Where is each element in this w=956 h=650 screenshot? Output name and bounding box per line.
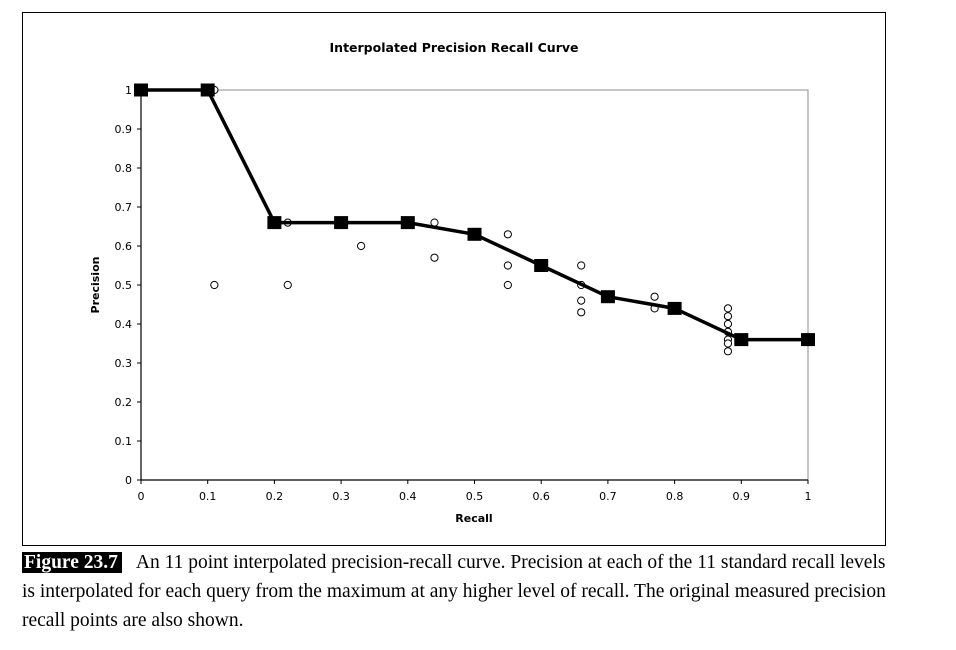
x-axis-title: Recall bbox=[455, 512, 492, 525]
figure-caption: Figure 23.7 An 11 point interpolated prec… bbox=[22, 548, 902, 635]
precision-recall-chart: Interpolated Precision Recall Curve 0 0.1… bbox=[89, 40, 815, 525]
y-tick-label: 0.2 bbox=[115, 396, 133, 409]
measured-point bbox=[577, 261, 586, 270]
interpolated-point bbox=[400, 216, 415, 230]
x-tick-label: 0 bbox=[138, 490, 145, 503]
figure-label: Figure 23.7 bbox=[22, 552, 122, 573]
measured-point bbox=[723, 312, 733, 321]
interpolated-point bbox=[467, 227, 482, 241]
chart-frame: Interpolated Precision Recall Curve 0 0.1… bbox=[22, 12, 886, 546]
interpolated-point bbox=[667, 301, 682, 315]
measured-point bbox=[283, 280, 292, 290]
y-tick-label: 0 bbox=[125, 474, 132, 487]
measured-point bbox=[723, 304, 733, 313]
measured-point bbox=[503, 261, 512, 270]
measured-point bbox=[210, 280, 219, 290]
measured-point bbox=[723, 319, 733, 329]
measured-point bbox=[650, 292, 659, 301]
x-tick-label: 1 bbox=[805, 490, 812, 503]
y-tick-label: 0.9 bbox=[115, 123, 133, 136]
y-axis-title: Precision bbox=[89, 257, 102, 314]
y-tick-label: 1 bbox=[125, 84, 132, 97]
measured-point bbox=[577, 308, 586, 317]
y-tick-label: 0.5 bbox=[115, 279, 133, 292]
y-tick-label: 0.7 bbox=[115, 201, 133, 214]
x-tick-label: 0.6 bbox=[532, 490, 550, 503]
interpolated-series bbox=[134, 83, 815, 347]
measured-point bbox=[357, 241, 366, 251]
interpolated-line bbox=[141, 88, 808, 342]
x-tick-label: 0.7 bbox=[599, 490, 617, 503]
y-tick-label: 0.3 bbox=[115, 357, 133, 370]
x-tick-label: 0.8 bbox=[666, 490, 684, 503]
interpolated-point bbox=[200, 83, 215, 97]
x-tick-label: 0.9 bbox=[733, 490, 751, 503]
measured-point bbox=[723, 347, 733, 356]
measured-point bbox=[503, 230, 512, 239]
measured-point bbox=[577, 296, 586, 305]
y-tick-label: 0.1 bbox=[115, 435, 133, 448]
measured-points bbox=[210, 85, 733, 356]
y-tick-label: 0.6 bbox=[115, 240, 133, 253]
measured-point bbox=[723, 339, 733, 348]
measured-point bbox=[430, 253, 439, 262]
x-tick-label: 0.5 bbox=[466, 490, 484, 503]
interpolated-point bbox=[267, 216, 282, 230]
interpolated-point bbox=[600, 290, 615, 304]
interpolated-point bbox=[334, 216, 349, 230]
axes: 0 0.1 0.2 0.3 0.4 0.5 0.6 0.7 0.8 0.9 1 0 0.1 0.2 0.3 0… bbox=[115, 84, 812, 503]
caption-text: An 11 point interpolated precision-recal… bbox=[22, 552, 886, 631]
y-tick-label: 0.8 bbox=[115, 162, 133, 175]
interpolated-point bbox=[801, 333, 815, 347]
chart-title: Interpolated Precision Recall Curve bbox=[330, 40, 579, 55]
x-tick-label: 0.4 bbox=[399, 490, 417, 503]
plot-area bbox=[140, 89, 809, 481]
x-tick-label: 0.1 bbox=[199, 490, 217, 503]
x-tick-label: 0.2 bbox=[266, 490, 284, 503]
interpolated-point bbox=[134, 83, 148, 97]
measured-point bbox=[503, 280, 512, 290]
interpolated-point bbox=[734, 333, 749, 347]
y-tick-label: 0.4 bbox=[115, 318, 133, 331]
interpolated-point bbox=[534, 259, 549, 272]
x-tick-label: 0.3 bbox=[332, 490, 350, 503]
